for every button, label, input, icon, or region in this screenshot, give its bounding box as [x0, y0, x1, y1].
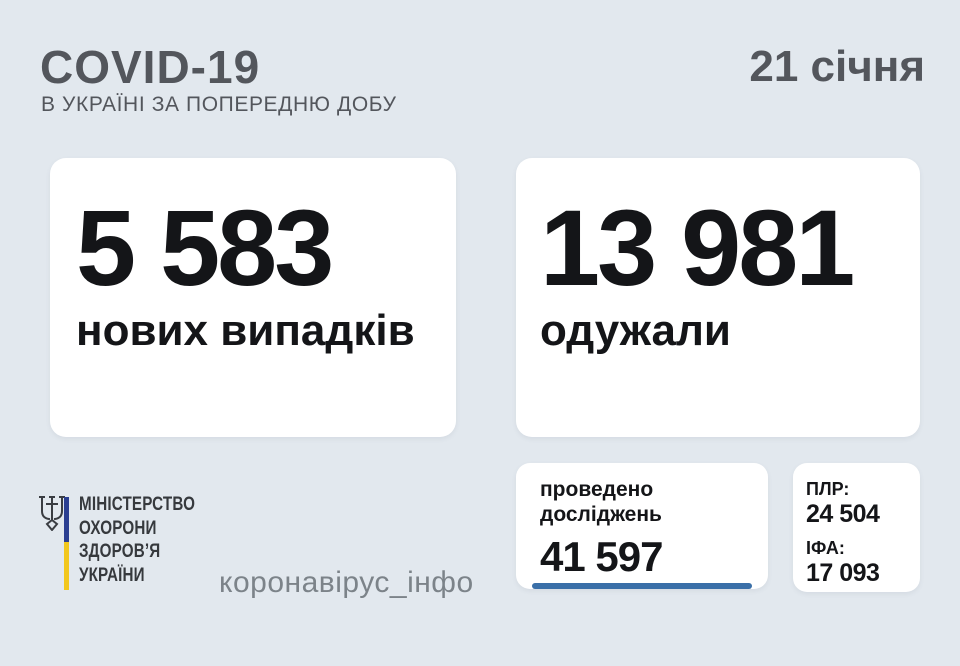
- recovered-card: 13 981 одужали: [516, 158, 920, 437]
- tests-value: 41 597: [540, 533, 663, 580]
- flag-blue-segment: [64, 497, 69, 542]
- pcr-label: ПЛР:: [806, 479, 850, 499]
- recovered-label: одужали: [540, 306, 731, 355]
- tests-label-line1: проведено: [540, 478, 654, 501]
- test-types-card: ПЛР: 24 504 ІФА: 17 093: [793, 463, 920, 592]
- page-title: COVID-19: [40, 41, 261, 93]
- flag-yellow-segment: [64, 542, 69, 590]
- flag-bar: [64, 497, 69, 590]
- trident-icon: [39, 495, 65, 536]
- channel-handle: коронавірус_інфо: [219, 566, 474, 599]
- spacer: [806, 528, 920, 538]
- ministry-line: МІНІСТЕРСТВО: [79, 494, 196, 515]
- tests-card: проведено досліджень 41 597: [516, 463, 768, 589]
- page-subtitle: В УКРАЇНІ ЗА ПОПЕРЕДНЮ ДОБУ: [41, 93, 397, 116]
- ministry-name: МІНІСТЕРСТВО ОХОРОНИ ЗДОРОВ’Я УКРАЇНИ: [79, 493, 195, 587]
- elisa-value: 17 093: [806, 559, 880, 587]
- ministry-line: ОХОРОНИ: [79, 517, 157, 539]
- elisa-label: ІФА:: [806, 538, 845, 558]
- report-date: 21 січня: [749, 42, 925, 91]
- tests-label-line2: досліджень: [540, 503, 662, 526]
- new-cases-card: 5 583 нових випадків: [50, 158, 456, 437]
- new-cases-value: 5 583: [76, 187, 334, 308]
- ministry-line: ЗДОРОВ’Я: [79, 541, 161, 562]
- recovered-value: 13 981: [540, 187, 855, 308]
- ministry-line: УКРАЇНИ: [79, 564, 145, 586]
- new-cases-label: нових випадків: [76, 306, 415, 355]
- accent-underline: [532, 583, 752, 589]
- pcr-value: 24 504: [806, 500, 880, 528]
